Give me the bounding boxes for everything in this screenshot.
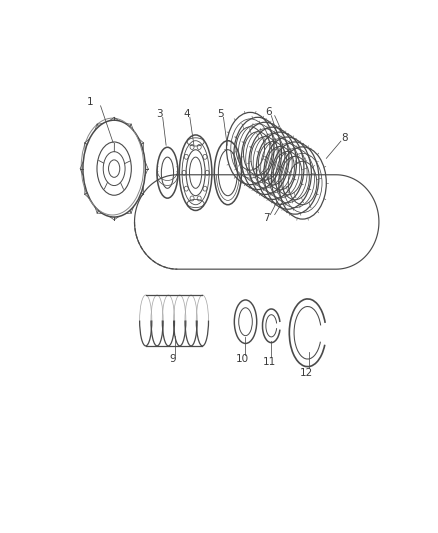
Text: 7: 7 xyxy=(263,213,269,223)
Text: 10: 10 xyxy=(236,353,249,364)
Text: 11: 11 xyxy=(263,357,276,367)
Text: 4: 4 xyxy=(183,109,190,119)
Text: 8: 8 xyxy=(342,133,348,143)
Text: 9: 9 xyxy=(170,353,176,364)
Text: 6: 6 xyxy=(265,107,272,117)
Text: 5: 5 xyxy=(217,109,223,119)
Text: 1: 1 xyxy=(87,97,94,107)
Text: 12: 12 xyxy=(300,368,313,377)
Text: 3: 3 xyxy=(156,109,162,119)
